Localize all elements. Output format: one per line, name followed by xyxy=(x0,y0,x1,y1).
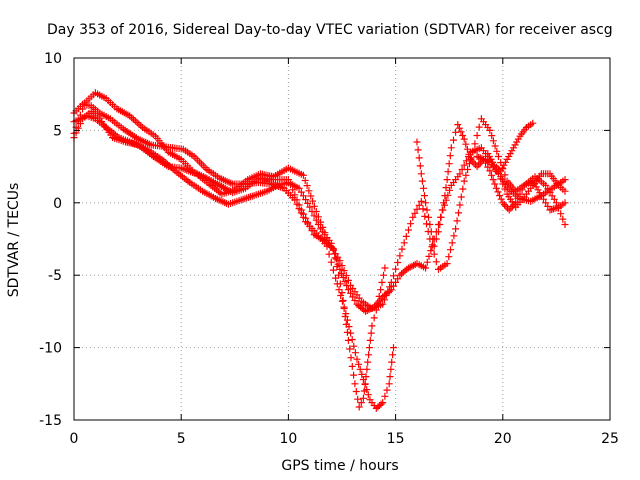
series-markers xyxy=(70,108,569,312)
series-track-1 xyxy=(70,100,397,412)
x-tick-labels: 0 5 10 15 20 25 xyxy=(70,431,619,447)
y-tick-label: -5 xyxy=(48,268,62,284)
x-axis-label: GPS time / hours xyxy=(281,458,398,474)
y-tick-label: 0 xyxy=(53,196,62,212)
y-tick-label: -15 xyxy=(39,413,62,429)
y-axis-label: SDTVAR / TECUs xyxy=(6,183,22,298)
x-tick-label: 20 xyxy=(494,431,512,447)
series-track-4 xyxy=(70,108,569,312)
y-tick-label: -10 xyxy=(39,341,62,357)
y-tick-label: 10 xyxy=(44,51,62,67)
plot-border xyxy=(73,57,611,421)
grid-lines xyxy=(74,58,610,420)
tick-marks xyxy=(73,57,611,421)
series-markers xyxy=(473,153,569,214)
series-track-6 xyxy=(473,153,569,214)
x-tick-label: 25 xyxy=(601,431,619,447)
x-tick-label: 10 xyxy=(279,431,297,447)
chart-title: Day 353 of 2016, Sidereal Day-to-day VTE… xyxy=(47,22,613,38)
y-tick-labels: -15 -10 -5 0 5 10 xyxy=(39,51,62,429)
series-markers xyxy=(484,119,537,175)
series-markers xyxy=(70,100,397,412)
series-track-7 xyxy=(484,119,537,175)
data-points xyxy=(70,89,569,412)
y-tick-label: 5 xyxy=(53,123,62,139)
x-tick-label: 5 xyxy=(177,431,186,447)
x-tick-label: 15 xyxy=(387,431,405,447)
x-tick-label: 0 xyxy=(70,431,79,447)
